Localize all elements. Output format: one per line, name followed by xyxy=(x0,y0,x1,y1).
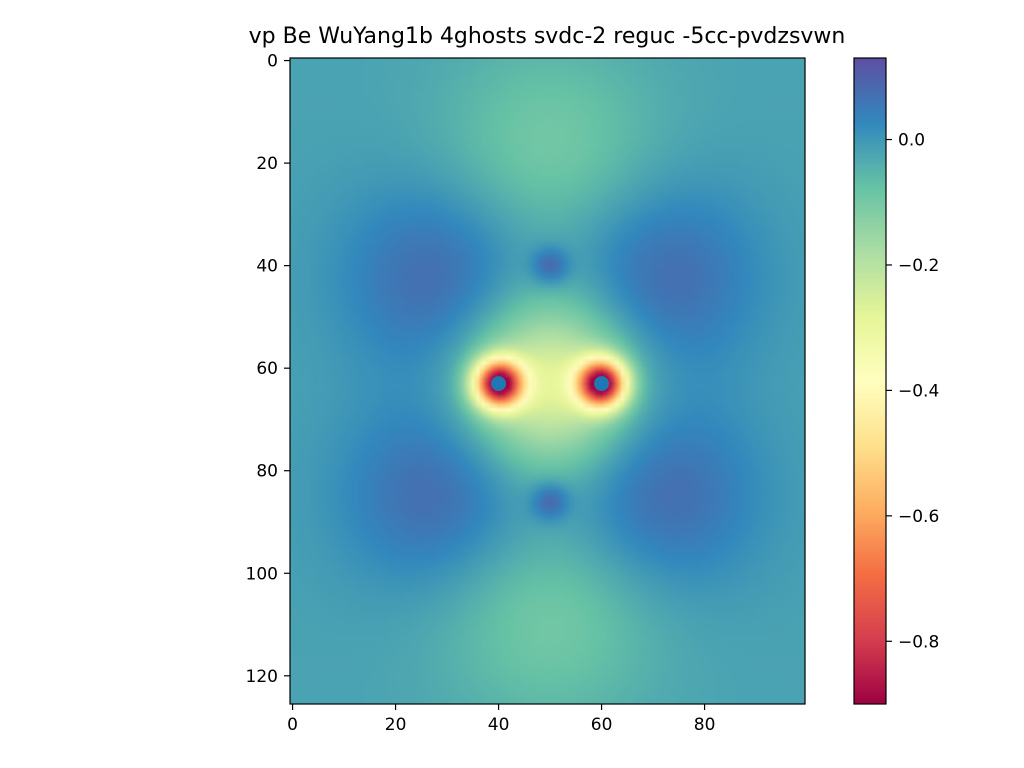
x-axis: 0 20 40 60 80 xyxy=(287,704,715,735)
x-tick-label: 60 xyxy=(591,715,613,735)
x-tick-label: 20 xyxy=(385,715,407,735)
y-tick-label: 100 xyxy=(246,564,278,584)
colorbar-gradient xyxy=(854,58,886,704)
colorbar-tick-label: −0.8 xyxy=(898,632,939,652)
y-tick-label: 60 xyxy=(256,359,278,379)
colorbar-frame xyxy=(853,57,887,705)
y-tick-label: 0 xyxy=(267,52,278,72)
colorbar-tick-label: 0.0 xyxy=(898,131,925,151)
colorbar: 0.0 −0.2 −0.4 −0.6 −0.8 xyxy=(853,57,939,705)
x-tick-label: 40 xyxy=(488,715,510,735)
x-tick-label: 0 xyxy=(287,715,298,735)
colorbar-ticks: 0.0 −0.2 −0.4 −0.6 −0.8 xyxy=(886,131,939,652)
y-tick-label: 40 xyxy=(256,257,278,277)
marker-layer xyxy=(491,376,610,392)
y-tick-label: 80 xyxy=(256,462,278,482)
colorbar-tick-label: −0.4 xyxy=(898,381,939,401)
plot-area: 0 20 40 60 80 0 20 40 60 80 100 120 xyxy=(246,52,806,735)
plot-frame xyxy=(289,57,806,705)
marker-point xyxy=(594,376,610,392)
y-tick-label: 20 xyxy=(256,154,278,174)
marker-point xyxy=(491,376,507,392)
colorbar-tick-label: −0.6 xyxy=(898,507,939,527)
x-tick-label: 80 xyxy=(694,715,716,735)
y-axis: 0 20 40 60 80 100 120 xyxy=(246,52,290,687)
colorbar-tick-label: −0.2 xyxy=(898,256,939,276)
y-tick-label: 120 xyxy=(246,667,278,687)
heatmap-image xyxy=(290,58,805,704)
chart-title: vp Be WuYang1b 4ghosts svdc-2 reguc -5cc… xyxy=(249,24,846,49)
